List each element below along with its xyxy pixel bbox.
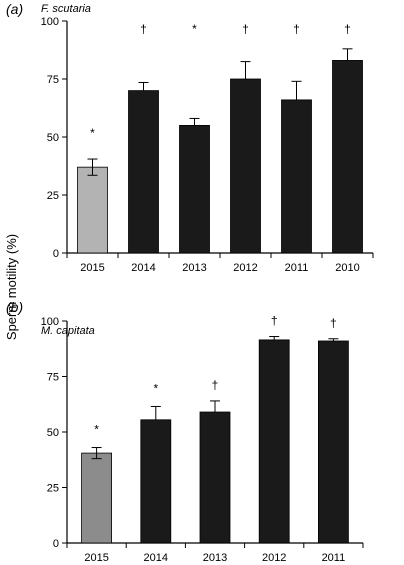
panel-a-x-tick-label: 2014 — [131, 262, 155, 274]
panel-b-x-tick-label: 2014 — [144, 552, 168, 564]
panel-b-bar — [81, 452, 112, 544]
panel-a-error-bar — [342, 48, 353, 61]
panel-a-x-tick-label: 2015 — [80, 262, 104, 274]
panel-a-y-tick-label: 0 — [53, 248, 59, 260]
panel-b-significance-marker: † — [330, 316, 337, 330]
panel-b-bar — [258, 339, 290, 544]
panel-a-y-tick-label: 50 — [47, 132, 59, 144]
panel-a-x-tick-label: 2011 — [285, 262, 309, 274]
panel-b-y-tick-label: 75 — [47, 372, 59, 384]
panel-b-error-bar — [150, 405, 161, 420]
panel-a-significance-marker: * — [192, 22, 197, 36]
panel-b-error-bar — [269, 336, 280, 340]
panel-a-significance-marker: † — [344, 22, 351, 36]
panel-a-bar — [230, 78, 261, 254]
panel-a-error-bar — [291, 80, 302, 100]
panel-b-bar — [317, 340, 349, 544]
panel-b-significance-marker: † — [212, 378, 219, 392]
panel-a-bar — [332, 60, 363, 254]
panel-b-y-tick-label: 25 — [47, 483, 59, 495]
panel-b-letter: (b) — [6, 299, 23, 315]
panel-b-x-tick-label: 2011 — [322, 552, 346, 564]
panel-b-significance-marker: * — [153, 381, 158, 395]
panel-b-x-tick-label: 2013 — [203, 552, 227, 564]
panel-a-letter: (a) — [6, 1, 23, 17]
panel-a-significance-marker: † — [242, 22, 249, 36]
panel-a-x-tick-label: 2012 — [233, 262, 257, 274]
panel-a-y-tick-label: 100 — [41, 16, 59, 28]
panel-a-significance-marker: * — [90, 126, 95, 140]
panel-a-error-bar — [138, 81, 149, 91]
panel-a-error-bar — [240, 61, 251, 79]
panel-b-error-bar — [91, 447, 102, 460]
panel-a-y-tick-label: 25 — [47, 190, 59, 202]
panel-b-significance-marker: † — [271, 314, 278, 328]
panel-a-significance-marker: † — [293, 22, 300, 36]
panel-b-bar — [199, 411, 231, 544]
panel-b-y-tick-label: 50 — [47, 427, 59, 439]
panel-b-title: M. capitata — [41, 325, 95, 337]
panel-a-significance-marker: † — [140, 22, 147, 36]
panel-a-bar — [77, 166, 108, 254]
panel-b-chart: (b) M. capitata 0 25 50 75 100 * 2015 * 2014 † 2013 †… — [6, 299, 364, 564]
panel-b-x-tick-label: 2012 — [262, 552, 286, 564]
panel-a-x-tick-label: 2013 — [182, 262, 206, 274]
panel-a-title: F. scutaria — [41, 3, 91, 15]
panel-a-bar — [281, 99, 312, 254]
panel-a-bar — [128, 90, 159, 254]
panel-b-significance-marker: * — [94, 423, 99, 437]
panel-b-y-tick-label: 100 — [41, 316, 59, 328]
panel-b-bar — [140, 419, 172, 544]
panel-a-x-tick-label: 2010 — [335, 262, 359, 274]
panel-b-y-tick-label: 0 — [53, 538, 59, 550]
panel-a-error-bar — [87, 158, 98, 176]
panel-a-error-bar — [189, 117, 200, 126]
panel-b-error-bar — [328, 338, 339, 341]
panel-b-x-tick-label: 2015 — [84, 552, 108, 564]
panel-a-y-tick-label: 75 — [47, 74, 59, 86]
panel-b-error-bar — [210, 400, 220, 413]
panel-a-bar — [179, 125, 210, 254]
y-axis-label: Sperm motility (%) — [4, 234, 19, 340]
panel-a-chart: (a) F. scutaria 0 25 50 75 100 * 2015 † 2014 * 2013 †… — [6, 1, 374, 274]
